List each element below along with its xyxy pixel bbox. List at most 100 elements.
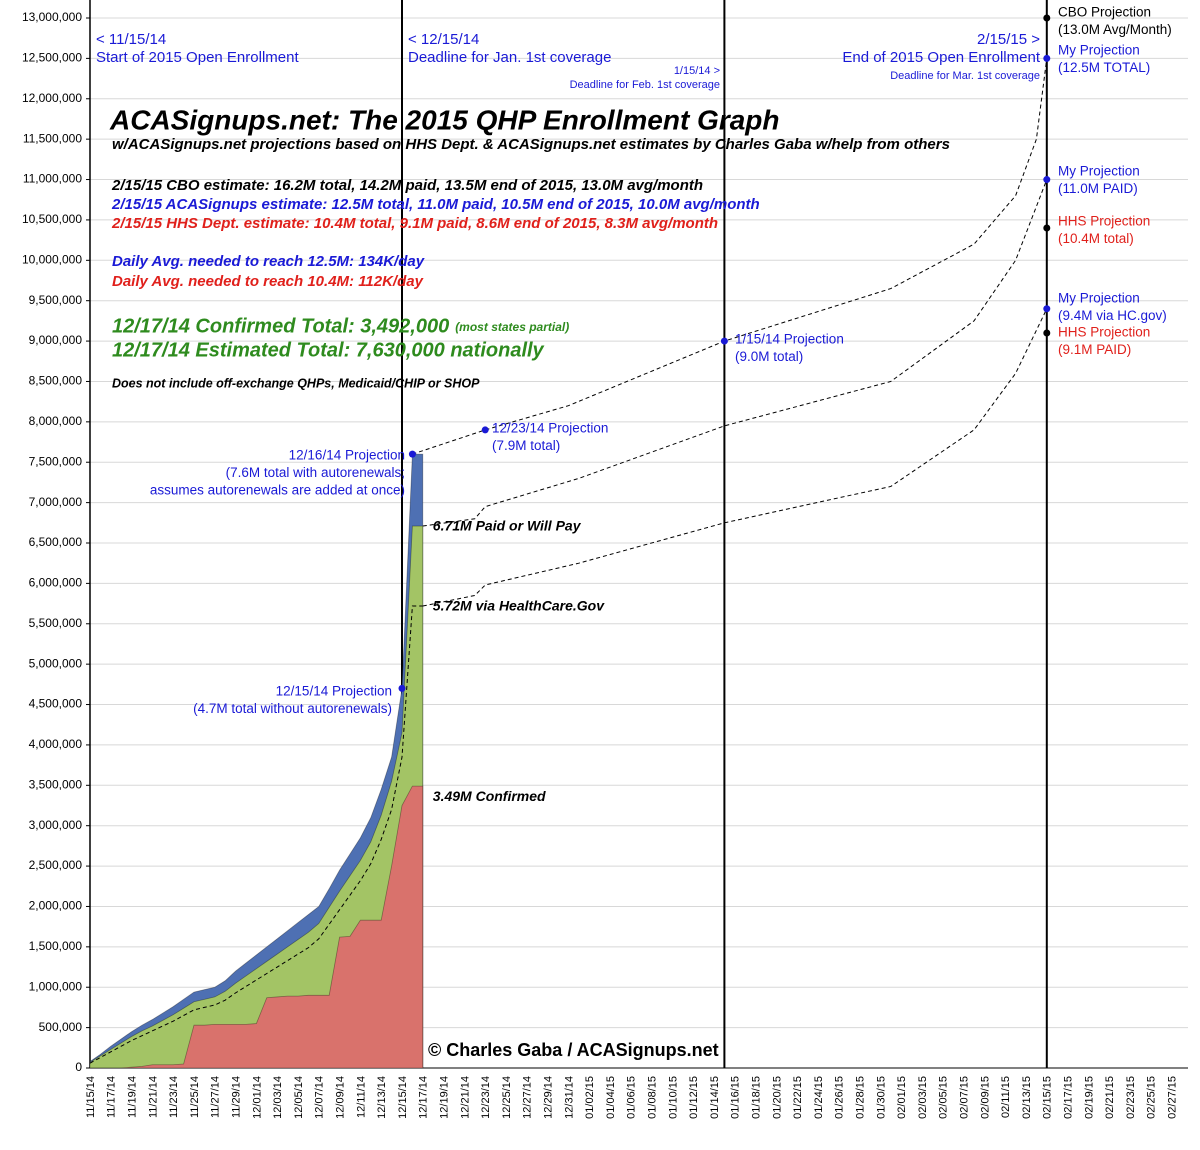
daily-text: Daily Avg. needed to reach 12.5M: 134K/d…: [112, 253, 425, 270]
marker: [1043, 305, 1051, 313]
projection-line: [422, 308, 1048, 607]
y-tick-label: 7,000,000: [29, 495, 83, 509]
x-tick-label: 02/15/15: [1042, 1076, 1054, 1119]
x-tick-label: 02/03/15: [917, 1076, 929, 1119]
daily-text: Daily Avg. needed to reach 10.4M: 112K/d…: [112, 273, 424, 290]
x-tick-label: 01/22/15: [792, 1076, 804, 1119]
x-tick-label: 12/01/14: [251, 1076, 263, 1119]
x-tick-label: 12/29/14: [543, 1076, 555, 1119]
x-tick-label: 11/25/14: [189, 1076, 201, 1118]
marker-label: (9.1M PAID): [1058, 342, 1131, 357]
marker: [481, 426, 489, 434]
x-tick-label: 11/15/14: [85, 1076, 97, 1118]
x-tick-label: 12/19/14: [439, 1076, 451, 1119]
chart-title: ACASignups.net: The 2015 QHP Enrollment …: [109, 104, 780, 135]
x-tick-label: 12/27/14: [522, 1076, 534, 1119]
copyright: © Charles Gaba / ACASignups.net: [428, 1040, 719, 1060]
x-tick-label: 11/23/14: [168, 1076, 180, 1118]
y-tick-label: 0: [75, 1060, 82, 1074]
series-label: 5.72M via HealthCare.Gov: [433, 598, 605, 614]
x-tick-label: 11/17/14: [106, 1076, 118, 1118]
x-tick-label: 12/31/14: [563, 1076, 575, 1119]
x-tick-label: 02/19/15: [1083, 1076, 1095, 1119]
x-tick-label: 01/04/15: [605, 1076, 617, 1119]
x-tick-label: 11/21/14: [147, 1076, 159, 1118]
estimate-text: 2/15/15 HHS Dept. estimate: 10.4M total,…: [111, 215, 718, 232]
header-label: Start of 2015 Open Enrollment: [96, 49, 299, 66]
x-tick-label: 12/09/14: [335, 1076, 347, 1119]
marker-label: (4.7M total without autorenewals): [193, 701, 392, 716]
header-label: 2/15/15 >: [977, 31, 1040, 48]
y-tick-label: 12,000,000: [22, 91, 82, 105]
total-text: 12/17/14 Estimated Total: 7,630,000 nati…: [112, 339, 545, 361]
x-tick-label: 02/21/15: [1104, 1076, 1116, 1119]
y-tick-label: 8,500,000: [29, 374, 83, 388]
y-tick-label: 9,500,000: [29, 293, 83, 307]
y-tick-label: 6,500,000: [29, 535, 83, 549]
x-tick-label: 02/01/15: [896, 1076, 908, 1119]
y-tick-label: 8,000,000: [29, 414, 83, 428]
marker-label: HHS Projection: [1058, 325, 1150, 340]
y-tick-label: 500,000: [39, 1020, 83, 1034]
x-tick-label: 02/17/15: [1063, 1076, 1075, 1119]
y-tick-label: 11,000,000: [23, 172, 82, 186]
header-label: < 12/15/14: [408, 31, 479, 48]
series-label: 3.49M Confirmed: [433, 788, 546, 804]
marker-label: (7.6M total with autorenewals;: [226, 465, 405, 480]
x-tick-label: 01/30/15: [875, 1076, 887, 1119]
area: [89, 525, 424, 1069]
y-tick-label: 1,500,000: [29, 939, 83, 953]
x-tick-label: 12/25/14: [501, 1076, 513, 1119]
x-tick-label: 02/11/15: [1000, 1076, 1012, 1118]
marker-label: My Projection: [1058, 43, 1140, 58]
marker-label: 12/15/14 Projection: [276, 684, 392, 699]
y-tick-label: 5,000,000: [29, 656, 83, 670]
estimate-text: 2/15/15 ACASignups estimate: 12.5M total…: [111, 196, 760, 213]
x-tick-label: 01/08/15: [647, 1076, 659, 1119]
y-tick-label: 9,000,000: [29, 333, 83, 347]
header-label: 1/15/14 >: [674, 65, 720, 77]
x-tick-label: 01/20/15: [771, 1076, 783, 1119]
x-tick-label: 01/12/15: [688, 1076, 700, 1119]
x-tick-label: 01/24/15: [813, 1076, 825, 1119]
total-text: 12/17/14 Confirmed Total: 3,492,000: [112, 315, 449, 337]
marker: [1043, 14, 1051, 22]
x-tick-label: 02/13/15: [1021, 1076, 1033, 1119]
projection-line: [412, 58, 1048, 455]
y-tick-label: 12,500,000: [22, 51, 82, 65]
marker-label: (11.0M PAID): [1058, 181, 1138, 196]
text-layer: ACASignups.net: The 2015 QHP Enrollment …: [22, 5, 1179, 1119]
marker: [720, 337, 728, 345]
y-tick-label: 2,000,000: [29, 899, 83, 913]
marker-label: My Projection: [1058, 164, 1140, 179]
marker-label: (9.0M total): [735, 349, 803, 364]
x-tick-label: 01/28/15: [855, 1076, 867, 1119]
y-tick-label: 5,500,000: [29, 616, 83, 630]
x-tick-label: 02/25/15: [1146, 1076, 1158, 1119]
header-label: < 11/15/14: [96, 31, 166, 48]
x-tick-label: 12/23/14: [480, 1076, 492, 1119]
estimate-text: 2/15/15 CBO estimate: 16.2M total, 14.2M…: [111, 177, 703, 194]
y-tick-label: 6,000,000: [29, 576, 83, 590]
x-tick-label: 01/26/15: [834, 1076, 846, 1119]
marker: [408, 450, 416, 458]
x-tick-label: 11/29/14: [231, 1076, 243, 1118]
x-tick-label: 02/09/15: [979, 1076, 991, 1119]
marker-label: (9.4M via HC.gov): [1058, 308, 1167, 323]
y-tick-label: 11,500,000: [23, 131, 82, 145]
marker: [1043, 176, 1051, 184]
x-tick-label: 11/27/14: [210, 1076, 222, 1118]
line: [89, 605, 423, 1064]
data-layer: [89, 14, 1051, 1069]
x-tick-label: 12/03/14: [272, 1076, 284, 1119]
x-tick-label: 01/10/15: [667, 1076, 679, 1119]
disclaimer: Does not include off-exchange QHPs, Medi…: [112, 376, 480, 390]
x-tick-label: 01/14/15: [709, 1076, 721, 1119]
marker: [1043, 329, 1051, 337]
x-tick-label: 01/02/15: [584, 1076, 596, 1119]
area: [90, 785, 424, 1069]
x-tick-label: 02/27/15: [1167, 1076, 1179, 1119]
y-tick-label: 3,500,000: [29, 777, 83, 791]
x-tick-label: 12/05/14: [293, 1076, 305, 1119]
